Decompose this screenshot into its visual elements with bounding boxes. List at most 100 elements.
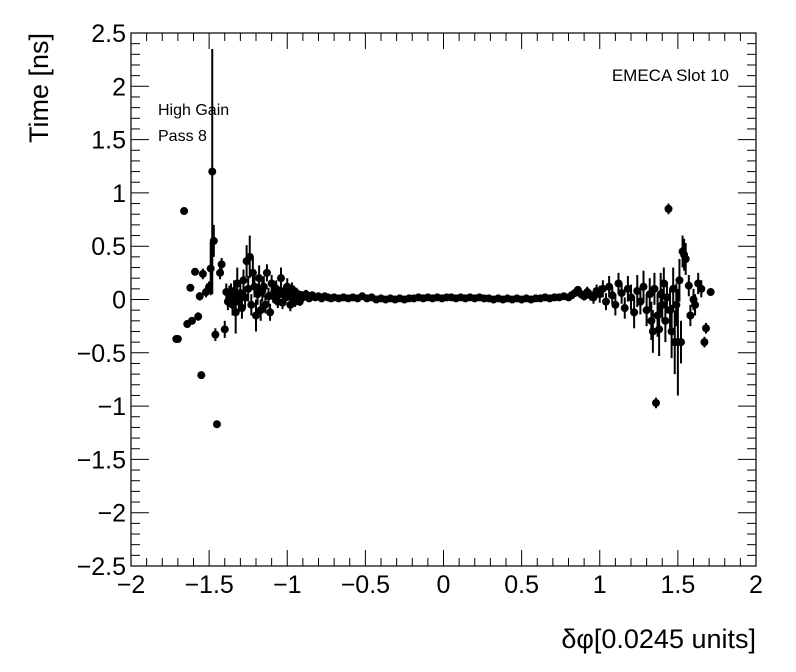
data-point	[614, 279, 623, 288]
data-point	[602, 297, 610, 306]
data-point	[252, 311, 260, 320]
y-tick-label: 2	[112, 73, 126, 101]
data-point	[658, 300, 667, 309]
data-point	[267, 279, 276, 288]
data-point	[611, 300, 620, 309]
y-axis-title: Time [ns]	[24, 33, 54, 143]
data-point	[598, 284, 607, 293]
data-point	[212, 420, 221, 429]
x-tick-label: 2	[749, 571, 763, 599]
data-point	[180, 207, 189, 216]
data-point	[642, 306, 651, 315]
data-point	[648, 327, 657, 336]
data-point	[255, 274, 264, 283]
data-point	[627, 293, 635, 302]
data-point	[228, 300, 237, 309]
data-point	[256, 306, 265, 315]
data-point	[639, 282, 648, 291]
data-point	[241, 293, 250, 302]
data-point	[645, 290, 654, 299]
data-point	[617, 289, 626, 298]
data-point	[636, 297, 645, 306]
data-point	[217, 260, 226, 269]
data-point	[239, 276, 248, 285]
y-tick-label: 0.5	[91, 233, 126, 261]
data-point	[245, 252, 254, 261]
x-tick-label: −0.5	[341, 571, 390, 599]
data-point	[686, 311, 695, 320]
data-point	[664, 204, 673, 213]
data-point	[206, 264, 215, 273]
data-point	[191, 267, 200, 276]
data-point	[216, 268, 225, 277]
data-point	[706, 288, 715, 297]
x-axis-title: δφ[0.0245 units]	[561, 624, 756, 654]
data-point	[233, 279, 242, 288]
data-point	[259, 282, 268, 291]
data-point	[655, 325, 664, 334]
x-tick-label: −1	[273, 571, 302, 599]
data-point	[633, 286, 642, 295]
data-point	[261, 300, 270, 309]
y-tick-label: −0.5	[77, 340, 126, 368]
x-tick-label: −1.5	[184, 571, 233, 599]
data-point	[691, 300, 700, 309]
data-point	[647, 316, 656, 325]
data-point	[677, 338, 685, 347]
y-tick-label: −2	[97, 500, 126, 528]
data-point	[262, 268, 271, 277]
data-point	[702, 324, 710, 333]
data-point	[208, 167, 217, 176]
data-point	[684, 281, 693, 290]
y-tick-label: −1	[97, 393, 126, 421]
data-point	[652, 398, 660, 407]
slot-label: EMECA Slot 10	[612, 66, 729, 85]
pass-label: Pass 8	[158, 128, 207, 145]
x-tick-label: 0	[437, 571, 451, 599]
data-point	[247, 300, 256, 309]
data-point	[623, 284, 632, 293]
data-point	[672, 300, 681, 309]
data-point	[667, 327, 676, 336]
x-tick-label: 0.5	[504, 571, 539, 599]
y-tick-label: 1	[112, 180, 126, 208]
y-tick-label: 0	[112, 287, 126, 315]
data-point	[244, 284, 253, 293]
data-point	[608, 291, 617, 300]
x-tick-label: 1.5	[660, 571, 695, 599]
marks-layer	[172, 48, 715, 429]
y-tick-label: 1.5	[91, 127, 126, 155]
data-point	[194, 312, 203, 321]
data-point	[187, 316, 196, 325]
y-tick-label: −1.5	[77, 446, 126, 474]
y-tick-label: −2.5	[77, 553, 126, 581]
data-point	[630, 308, 639, 317]
data-point	[195, 292, 204, 301]
data-point	[186, 283, 195, 292]
data-point	[662, 293, 671, 302]
data-point	[250, 282, 259, 291]
data-point	[248, 268, 257, 277]
data-point	[659, 279, 668, 288]
data-point	[237, 304, 246, 313]
data-point	[669, 284, 678, 293]
data-point	[211, 330, 220, 339]
data-point	[700, 338, 709, 347]
data-point	[620, 304, 629, 313]
data-point	[220, 325, 229, 334]
data-point	[198, 269, 207, 278]
data-point	[605, 282, 614, 291]
x-tick-label: −2	[117, 571, 146, 599]
ticks-layer	[130, 32, 757, 567]
gain-label: High Gain	[158, 102, 229, 119]
data-point	[266, 308, 275, 317]
data-point	[231, 308, 240, 317]
data-point	[650, 284, 659, 293]
data-point	[209, 236, 218, 245]
data-point	[675, 276, 684, 285]
data-point	[697, 284, 706, 293]
data-point	[197, 371, 206, 380]
